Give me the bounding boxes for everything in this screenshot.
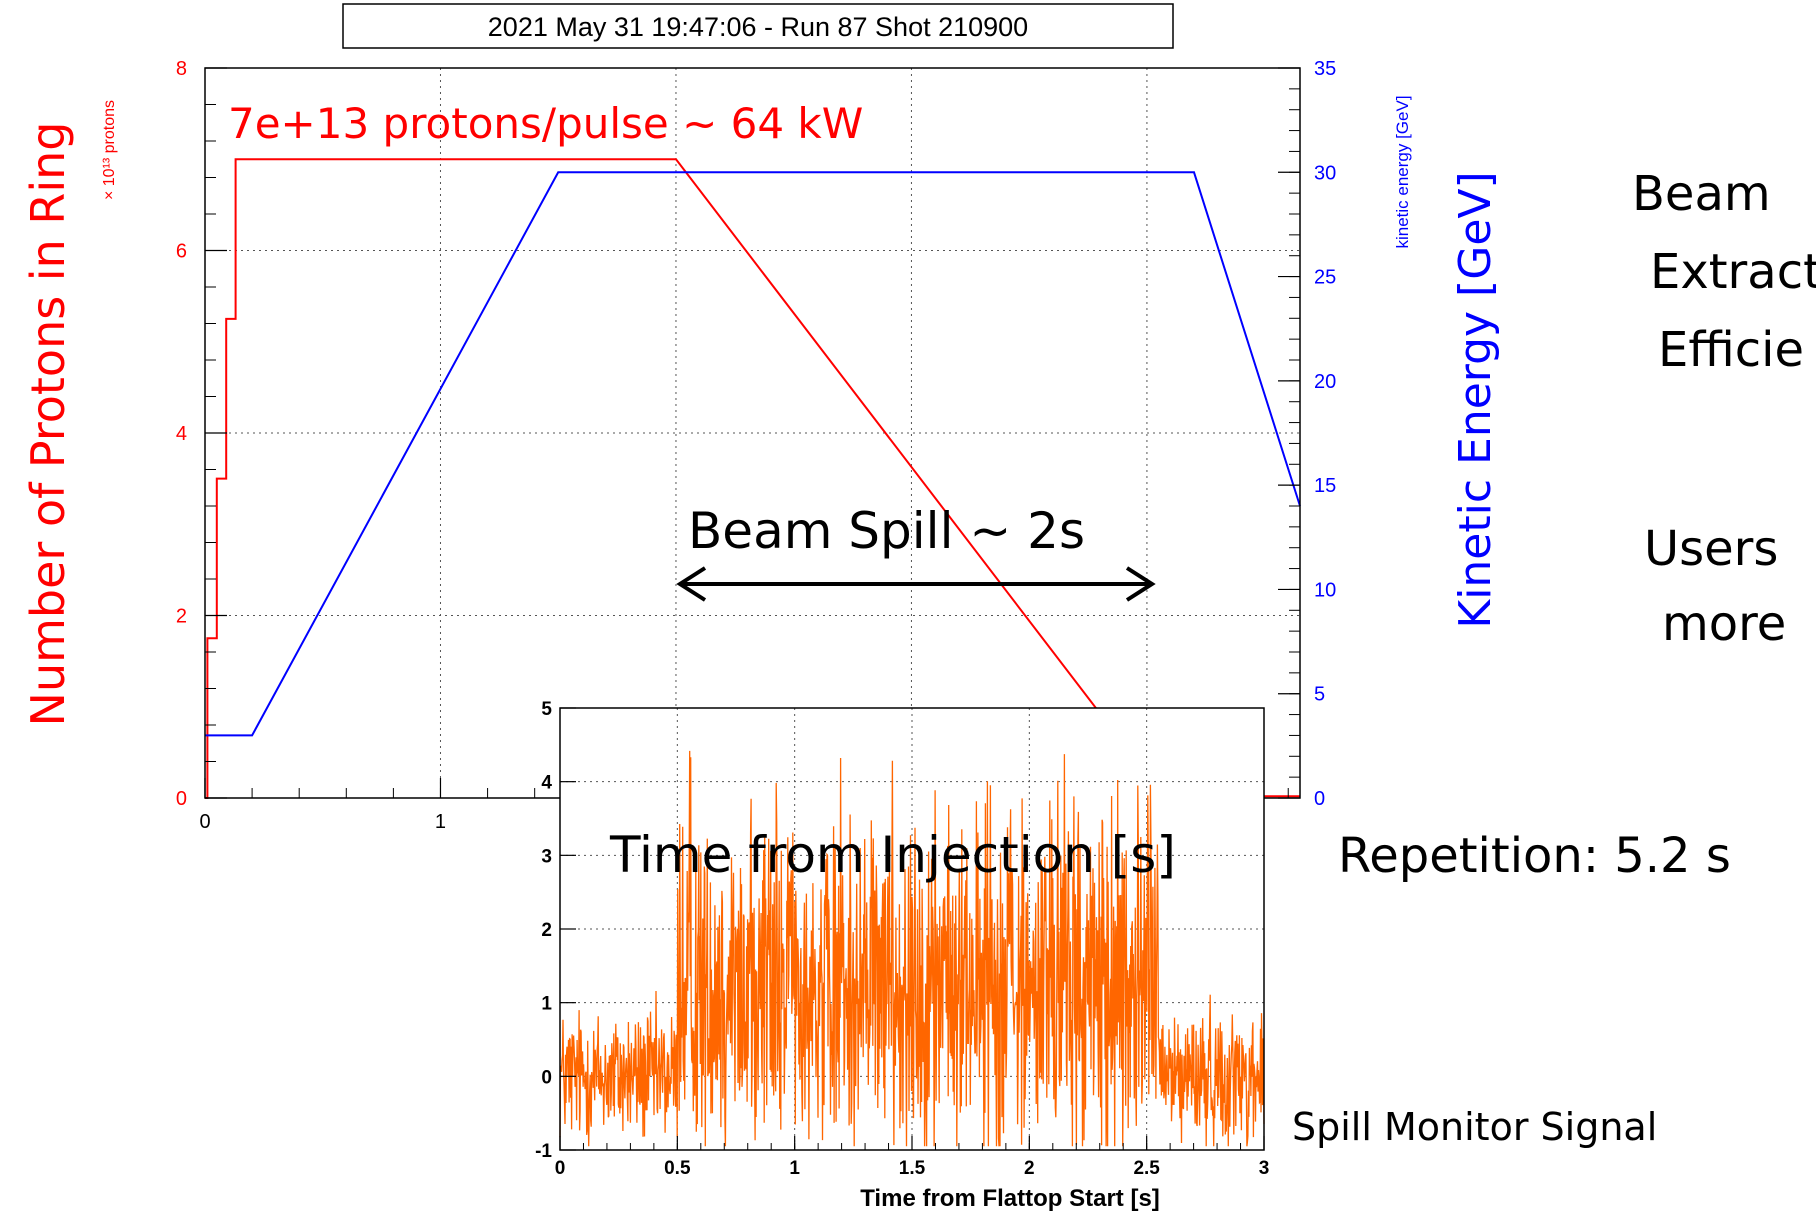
- right-text-beam: Beam: [1632, 166, 1771, 222]
- right-text-users: Users: [1644, 521, 1778, 577]
- inset-x-tick-label: 1.5: [899, 1158, 926, 1179]
- inset-y-tick-label: 2: [541, 920, 552, 941]
- inset-y-tick-label: 3: [541, 846, 552, 867]
- main-x-tick-label: 1: [435, 811, 446, 833]
- left-axis-unit: × 10¹³ protons: [101, 100, 118, 200]
- right-y-tick-label: 0: [1314, 788, 1325, 810]
- right-axis-small-label: kinetic energy [GeV]: [1393, 95, 1412, 248]
- inset-x-axis-label: Time from Flattop Start [s]: [860, 1185, 1160, 1212]
- spill-monitor-label: Spill Monitor Signal: [1292, 1105, 1657, 1149]
- right-y-tick-label: 20: [1314, 371, 1336, 393]
- right-y-tick-label: 10: [1314, 579, 1336, 601]
- right-y-tick-label: 35: [1314, 58, 1336, 80]
- repetition-label: Repetition: 5.2 s: [1338, 828, 1731, 884]
- right-text-more: more: [1662, 596, 1786, 652]
- left-y-tick-label: 4: [176, 423, 187, 445]
- main-grid: [205, 68, 1300, 798]
- inset-x-tick-label: 0: [555, 1158, 566, 1179]
- main-x-axis-label: Time from Injection [s]: [609, 826, 1176, 884]
- inset-y-tick-label: -1: [535, 1141, 552, 1162]
- spill-annotation: Beam Spill ~ 2s: [688, 502, 1085, 560]
- energy-series-line: [205, 171, 1301, 737]
- inset-x-tick-label: 0.5: [664, 1158, 691, 1179]
- inset-y-tick-label: 4: [541, 773, 552, 794]
- right-axis-title: Kinetic Energy [GeV]: [1450, 171, 1501, 628]
- right-y-tick-label: 30: [1314, 162, 1336, 184]
- power-annotation: 7e+13 protons/pulse ~ 64 kW: [228, 99, 863, 148]
- inset-grid: [560, 708, 1264, 1150]
- left-y-tick-label: 2: [176, 606, 187, 628]
- main-lines: [205, 158, 1301, 799]
- main-x-tick-label: 0: [199, 811, 210, 833]
- inset-y-tick-label: 1: [541, 994, 552, 1015]
- right-text-extract: Extract: [1650, 244, 1816, 300]
- inset-x-tick-label: 1: [789, 1158, 800, 1179]
- inset-lines: [559, 750, 1265, 1147]
- header-title: 2021 May 31 19:47:06 - Run 87 Shot 21090…: [488, 12, 1028, 42]
- right-y-tick-label: 25: [1314, 267, 1336, 289]
- inset-y-tick-label: 0: [541, 1067, 552, 1088]
- spill-arrow: [676, 566, 1156, 602]
- inset-x-tick-label: 3: [1259, 1158, 1270, 1179]
- left-axis-title: Number of Protons in Ring: [21, 122, 75, 727]
- right-y-tick-label: 5: [1314, 684, 1325, 706]
- left-y-tick-label: 8: [176, 58, 187, 80]
- inset-x-tick-label: 2: [1024, 1158, 1035, 1179]
- spill-signal-series: [559, 750, 1265, 1147]
- right-y-tick-label: 15: [1314, 475, 1336, 497]
- inset-x-tick-label: 2.5: [1133, 1158, 1160, 1179]
- right-text-efficiency: Efficie: [1658, 322, 1804, 378]
- left-y-tick-label: 6: [176, 241, 187, 263]
- inset-y-tick-label: 5: [541, 699, 552, 720]
- left-y-tick-label: 0: [176, 788, 187, 810]
- protons-series-line: [205, 158, 1300, 799]
- header-box: [342, 3, 1174, 49]
